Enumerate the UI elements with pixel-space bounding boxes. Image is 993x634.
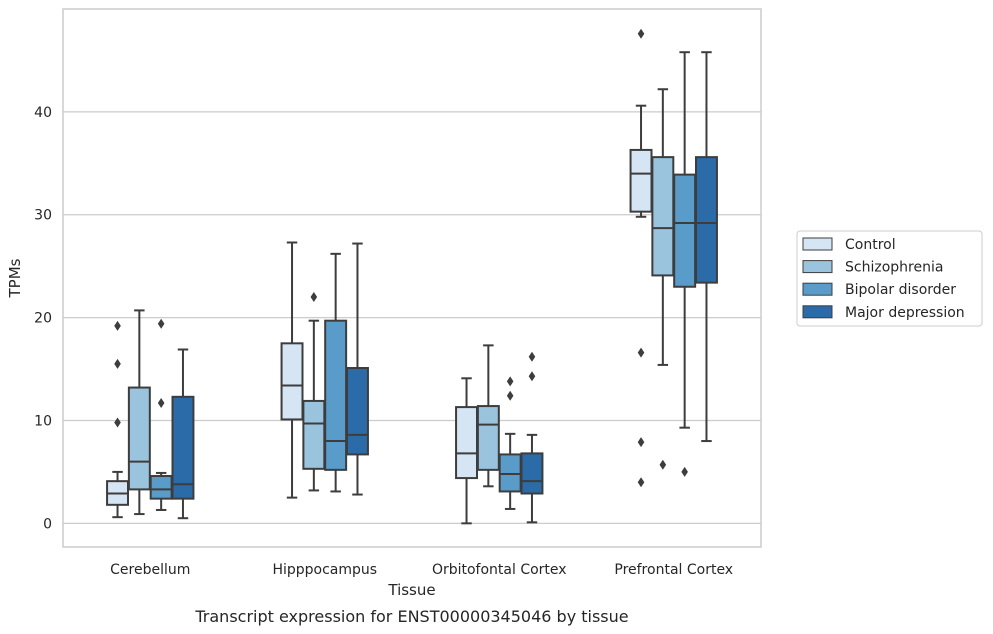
box-iqr [694,156,718,284]
outlier-point [157,397,165,408]
box-iqr [127,386,151,491]
box-iqr [455,406,479,480]
box-group [673,51,697,477]
x-tick-label: Prefrontal Cortex [614,562,733,578]
box-iqr [651,156,675,277]
box-iqr [302,399,326,470]
y-tick-label: 40 [34,105,52,121]
box-iqr [673,173,697,288]
outlier-point [506,376,514,387]
outlier-point [659,459,667,470]
box-iqr [171,395,195,500]
outlier-point [506,390,514,401]
plot-frame [62,8,762,548]
boxes [106,28,718,525]
outlier-point [114,358,121,369]
y-axis-title: TPMs [6,258,24,298]
box-group [694,51,718,443]
box-group [476,344,500,488]
box-iqr [149,475,173,500]
box-iqr [280,342,304,421]
outlier-point [637,437,645,448]
legend-label: Major depression [845,305,965,321]
legend-swatch [802,260,833,274]
box-group [127,309,151,516]
box-iqr [629,148,653,213]
legend: Control Schizophrenia Bipolar disorder Majo… [796,230,983,327]
box-iqr [324,319,348,471]
y-tick-label: 30 [34,208,52,224]
box-iqr [498,453,522,493]
box-group [280,241,304,499]
outlier-point [114,417,121,428]
outlier-point [637,347,645,358]
x-axis-title: Tissue [387,581,435,599]
outlier-point [528,351,536,362]
outlier-point [681,466,688,477]
legend-label: Control [845,237,896,253]
box-iqr [345,367,369,456]
y-tick-label: 10 [34,413,52,429]
box-group [520,351,544,524]
y-tick-labels: 0 10 20 30 40 [34,105,52,532]
legend-swatch [802,237,833,251]
outlier-point [637,477,645,488]
legend-swatch [802,282,833,296]
plot-background [63,9,761,547]
x-tick-label: Orbitofontal Cortex [432,562,567,578]
box-iqr [476,405,500,471]
x-tick-label: Cerebellum [110,562,190,578]
x-tick-label: Hipppocampus [272,562,377,578]
legend-swatch [802,305,833,319]
legend-frame [796,230,983,327]
outlier-point [637,28,645,39]
legend-label: Bipolar disorder [845,282,956,298]
box-group [345,242,369,496]
outlier-point [157,318,165,329]
legend-items: Control Schizophrenia Bipolar disorder Majo… [802,237,965,321]
x-tick-labels: Cerebellum Hipppocampus Orbitofontal Corte… [110,562,733,578]
legend-label: Schizophrenia [845,260,943,276]
y-tick-label: 0 [43,516,52,532]
box-group [651,88,675,470]
outlier-point [528,371,536,382]
y-tick-label: 20 [34,311,52,327]
outlier-point [310,292,318,303]
outlier-point [114,320,121,331]
box-iqr [520,452,544,495]
box-group [106,320,130,519]
box-group [171,348,195,520]
chart-caption: Transcript expression for ENST0000034504… [194,607,628,626]
